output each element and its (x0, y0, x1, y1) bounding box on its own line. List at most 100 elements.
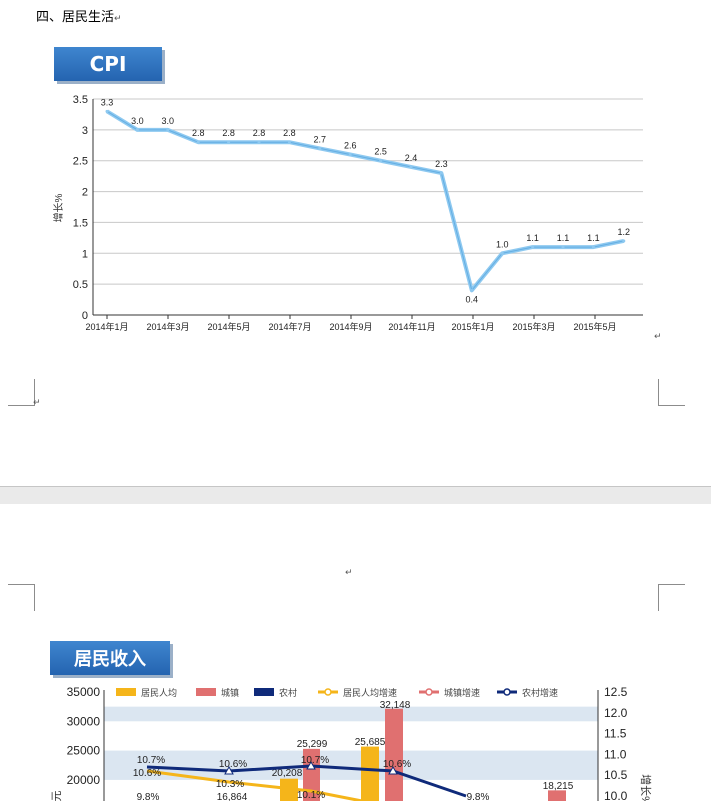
cpi-data-label: 2.8 (192, 128, 205, 138)
paragraph-mark: ↵ (345, 568, 353, 578)
income-growth-label: 9.8% (137, 792, 160, 801)
income-legend-label: 城镇增速 (444, 687, 480, 698)
cpi-data-label: 3.0 (131, 116, 144, 126)
income-legend-marker (503, 688, 511, 696)
income-growth-label: 10.6% (219, 759, 247, 770)
cpi-data-label: 2.3 (435, 159, 448, 169)
income-bar (385, 708, 403, 801)
cpi-point (561, 245, 565, 249)
income-right-tick-label: 12.5 (604, 685, 628, 699)
income-growth-label: 10.7% (137, 755, 165, 766)
cpi-y-tick-label: 0 (82, 310, 88, 322)
income-right-tick-label: 10.0 (604, 789, 628, 801)
crop-mark-bottom-left (8, 584, 35, 611)
cpi-data-label: 1.1 (526, 233, 539, 243)
cpi-x-tick-label: 2014年1月 (85, 321, 128, 332)
cpi-data-label: 2.8 (283, 128, 296, 138)
income-growth-label: 10.1% (297, 790, 325, 801)
cpi-data-label: 1.0 (496, 239, 509, 249)
cpi-point (348, 153, 352, 157)
cpi-point (318, 146, 322, 150)
cpi-point (196, 140, 200, 144)
cpi-y-tick-label: 2 (82, 187, 88, 199)
income-left-tick-label: 35000 (67, 685, 101, 699)
cpi-point (470, 288, 474, 292)
cpi-line-chart: 0 0.5 1 1.5 2 2.5 3 3.5 2014年1月 2014年3月 2014年5月 201… (52, 94, 643, 332)
income-section-label: 居民收入 (74, 649, 146, 670)
cpi-section-button[interactable]: CPI (54, 47, 162, 81)
income-growth-label: 9.8% (467, 792, 490, 801)
cpi-data-label: 1.1 (557, 233, 570, 243)
income-left-tick-label: 30000 (67, 714, 101, 728)
income-bar (548, 790, 566, 801)
income-growth-label: 10.3% (216, 779, 244, 790)
income-right-tick-label: 12.0 (604, 706, 628, 720)
cpi-point (166, 128, 170, 132)
cpi-point (591, 245, 595, 249)
income-bar-label: 18,215 (543, 781, 574, 792)
cpi-point (409, 165, 413, 169)
income-growth-label: 10.6% (383, 759, 411, 770)
cpi-section-label: CPI (89, 52, 127, 76)
crop-mark-bottom-right (658, 584, 685, 611)
income-growth-label: 10.7% (301, 755, 329, 766)
income-left-tick-label: 25000 (67, 744, 101, 758)
income-legend-swatch (116, 688, 136, 696)
cpi-point (227, 140, 231, 144)
cpi-data-label: 2.4 (405, 153, 418, 163)
cpi-x-tick-label: 2015年5月 (573, 321, 616, 332)
income-resident-growth-line (146, 769, 363, 801)
cpi-data-label: 2.8 (253, 128, 266, 138)
cpi-x-tick-label: 2015年1月 (451, 321, 494, 332)
cpi-point (257, 140, 261, 144)
cpi-series-line-edge (106, 110, 624, 291)
cpi-x-tick-label: 2014年3月 (146, 321, 189, 332)
income-right-tick-label: 11.5 (604, 727, 627, 741)
income-chart-band (104, 706, 598, 722)
paragraph-mark: ↵ (654, 332, 662, 342)
cpi-x-tick-label: 2015年3月 (512, 321, 555, 332)
income-right-axis-label: 增长% (639, 774, 653, 801)
crop-mark-top-left (8, 379, 35, 406)
cpi-data-label: 1.2 (618, 227, 631, 237)
cpi-data-label: 2.8 (222, 128, 235, 138)
cpi-x-tick-label: 2014年11月 (388, 321, 435, 332)
income-rural-marker (306, 760, 316, 770)
cpi-point (500, 251, 504, 255)
cpi-y-tick-label: 3.5 (73, 94, 88, 106)
income-growth-label: 10.6% (133, 768, 161, 779)
income-section-button[interactable]: 居民收入 (50, 641, 170, 675)
income-rural-marker (388, 765, 398, 775)
cpi-point (531, 245, 535, 249)
cpi-data-label: 1.1 (587, 233, 600, 243)
section-heading: 四、居民生活↵ (36, 10, 122, 25)
cpi-x-tick-label: 2014年9月 (329, 321, 372, 332)
income-legend-label: 城镇 (221, 687, 239, 698)
income-legend-label: 居民人均增速 (343, 687, 397, 698)
income-legend-label: 农村 (279, 687, 297, 698)
income-legend-swatch (254, 688, 274, 696)
cpi-point (439, 171, 443, 175)
income-rural-marker (224, 765, 234, 775)
income-legend-marker (425, 688, 433, 696)
income-bar-label: 32,148 (380, 700, 411, 711)
income-bar-label: 20,208 (272, 768, 303, 779)
paragraph-mark: ↵ (33, 398, 41, 408)
cpi-data-label: 2.5 (374, 147, 387, 157)
document-page-1: 四、居民生活↵ CPI 0 0.5 1 1.5 2 2.5 3 3.5 2014年1月 2014年… (8, 10, 685, 408)
cpi-data-label: 3.0 (162, 116, 175, 126)
cpi-y-tick-label: 2.5 (73, 156, 88, 168)
income-bar-label: 25,299 (297, 739, 328, 750)
cpi-data-label: 2.7 (314, 134, 327, 144)
cpi-y-tick-label: 0.5 (73, 279, 88, 291)
income-left-tick-label: 20000 (67, 773, 101, 787)
income-bar (303, 748, 320, 801)
cpi-point (105, 109, 109, 113)
cpi-data-label: 2.6 (344, 141, 357, 151)
income-bar (361, 746, 379, 801)
cpi-y-tick-label: 3 (82, 125, 88, 137)
cpi-point (135, 128, 139, 132)
cpi-y-tick-label: 1 (82, 248, 88, 260)
income-legend-swatch (196, 688, 216, 696)
cpi-point (379, 159, 383, 163)
